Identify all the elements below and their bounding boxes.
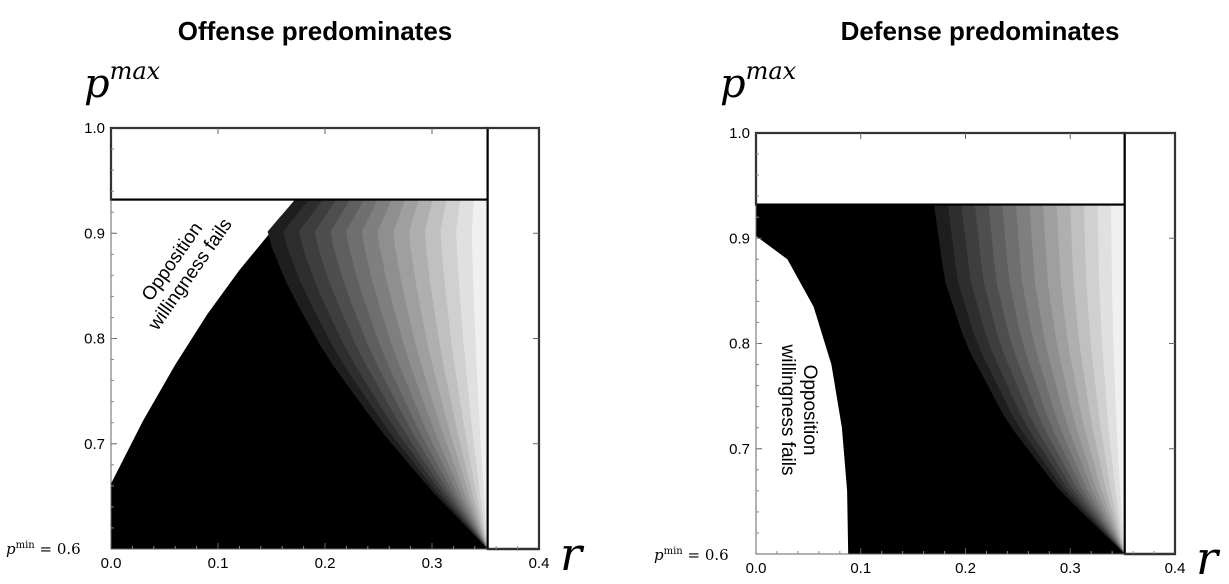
x-tick-label: 0.1 — [850, 560, 871, 577]
x-tick-label: 0.4 — [529, 555, 550, 572]
pmin-label: pmin = 0.6 — [654, 546, 729, 564]
y-axis-label-sup: max — [746, 57, 797, 85]
y-tick-label: 0.9 — [729, 230, 750, 247]
y-tick-label: 0.9 — [84, 225, 105, 242]
chart-title: Offense predominates — [178, 16, 453, 46]
x-tick-label: 0.0 — [746, 560, 767, 577]
y-tick-label: 0.8 — [84, 331, 105, 348]
annotation-line1: Opposition — [799, 365, 820, 456]
y-axis-label-p: p — [720, 61, 746, 107]
pmin-p: p — [6, 540, 16, 558]
pmin-p: p — [654, 546, 664, 564]
x-axis-label: r — [560, 527, 585, 581]
y-tick-label: 1.0 — [729, 125, 750, 142]
y-axis-label-sup: max — [110, 57, 161, 85]
region-right-strip — [1123, 131, 1177, 556]
y-tick-labels: 1.0 0.9 0.8 0.7 — [84, 120, 105, 453]
pmin-rest: = 0.6 — [35, 540, 81, 558]
pmin-sup: min — [16, 540, 36, 551]
y-tick-labels: 1.0 0.9 0.8 0.7 — [729, 125, 750, 458]
annotation-line2: willingness fails — [777, 344, 798, 476]
y-tick-label: 1.0 — [84, 120, 105, 137]
shade-band — [1111, 204, 1125, 554]
x-tick-label: 0.3 — [422, 555, 443, 572]
y-tick-label: 0.7 — [84, 436, 105, 453]
x-tick-label: 0.2 — [315, 555, 336, 572]
x-tick-labels: 0.0 0.1 0.2 0.3 0.4 — [746, 560, 1186, 577]
chart-title: Defense predominates — [841, 16, 1120, 46]
shade-band — [471, 199, 488, 549]
x-tick-label: 0.2 — [955, 560, 976, 577]
region-top-box — [754, 131, 1126, 206]
x-tick-label: 0.0 — [101, 555, 122, 572]
pmin-rest: = 0.6 — [683, 546, 729, 564]
x-tick-label: 0.4 — [1165, 560, 1186, 577]
pmin-label: pmin = 0.6 — [6, 540, 81, 558]
panel-offense: Offense predominates pmax 0.0 0.1 0.2 0.3 0.… — [6, 16, 585, 581]
y-axis-label: pmax — [720, 57, 797, 107]
y-tick-label: 0.8 — [729, 336, 750, 353]
pmin-sup: min — [664, 546, 684, 557]
x-tick-labels: 0.0 0.1 0.2 0.3 0.4 — [101, 555, 550, 572]
x-axis-label: r — [1196, 531, 1221, 584]
y-axis-label: pmax — [84, 57, 161, 107]
x-tick-label: 0.1 — [208, 555, 229, 572]
region-top-box — [109, 126, 489, 201]
x-tick-label: 0.3 — [1060, 560, 1081, 577]
annotation-opposition: Oppositionwillingness fails — [777, 344, 820, 476]
panel-defense: Defense predominates pmax 0.0 0.1 0.2 0.3 0.… — [654, 16, 1221, 584]
y-axis-label-p: p — [84, 61, 110, 107]
plot-area — [109, 126, 541, 551]
plot-area — [754, 131, 1177, 556]
y-tick-label: 0.7 — [729, 441, 750, 458]
region-right-strip — [486, 126, 541, 551]
